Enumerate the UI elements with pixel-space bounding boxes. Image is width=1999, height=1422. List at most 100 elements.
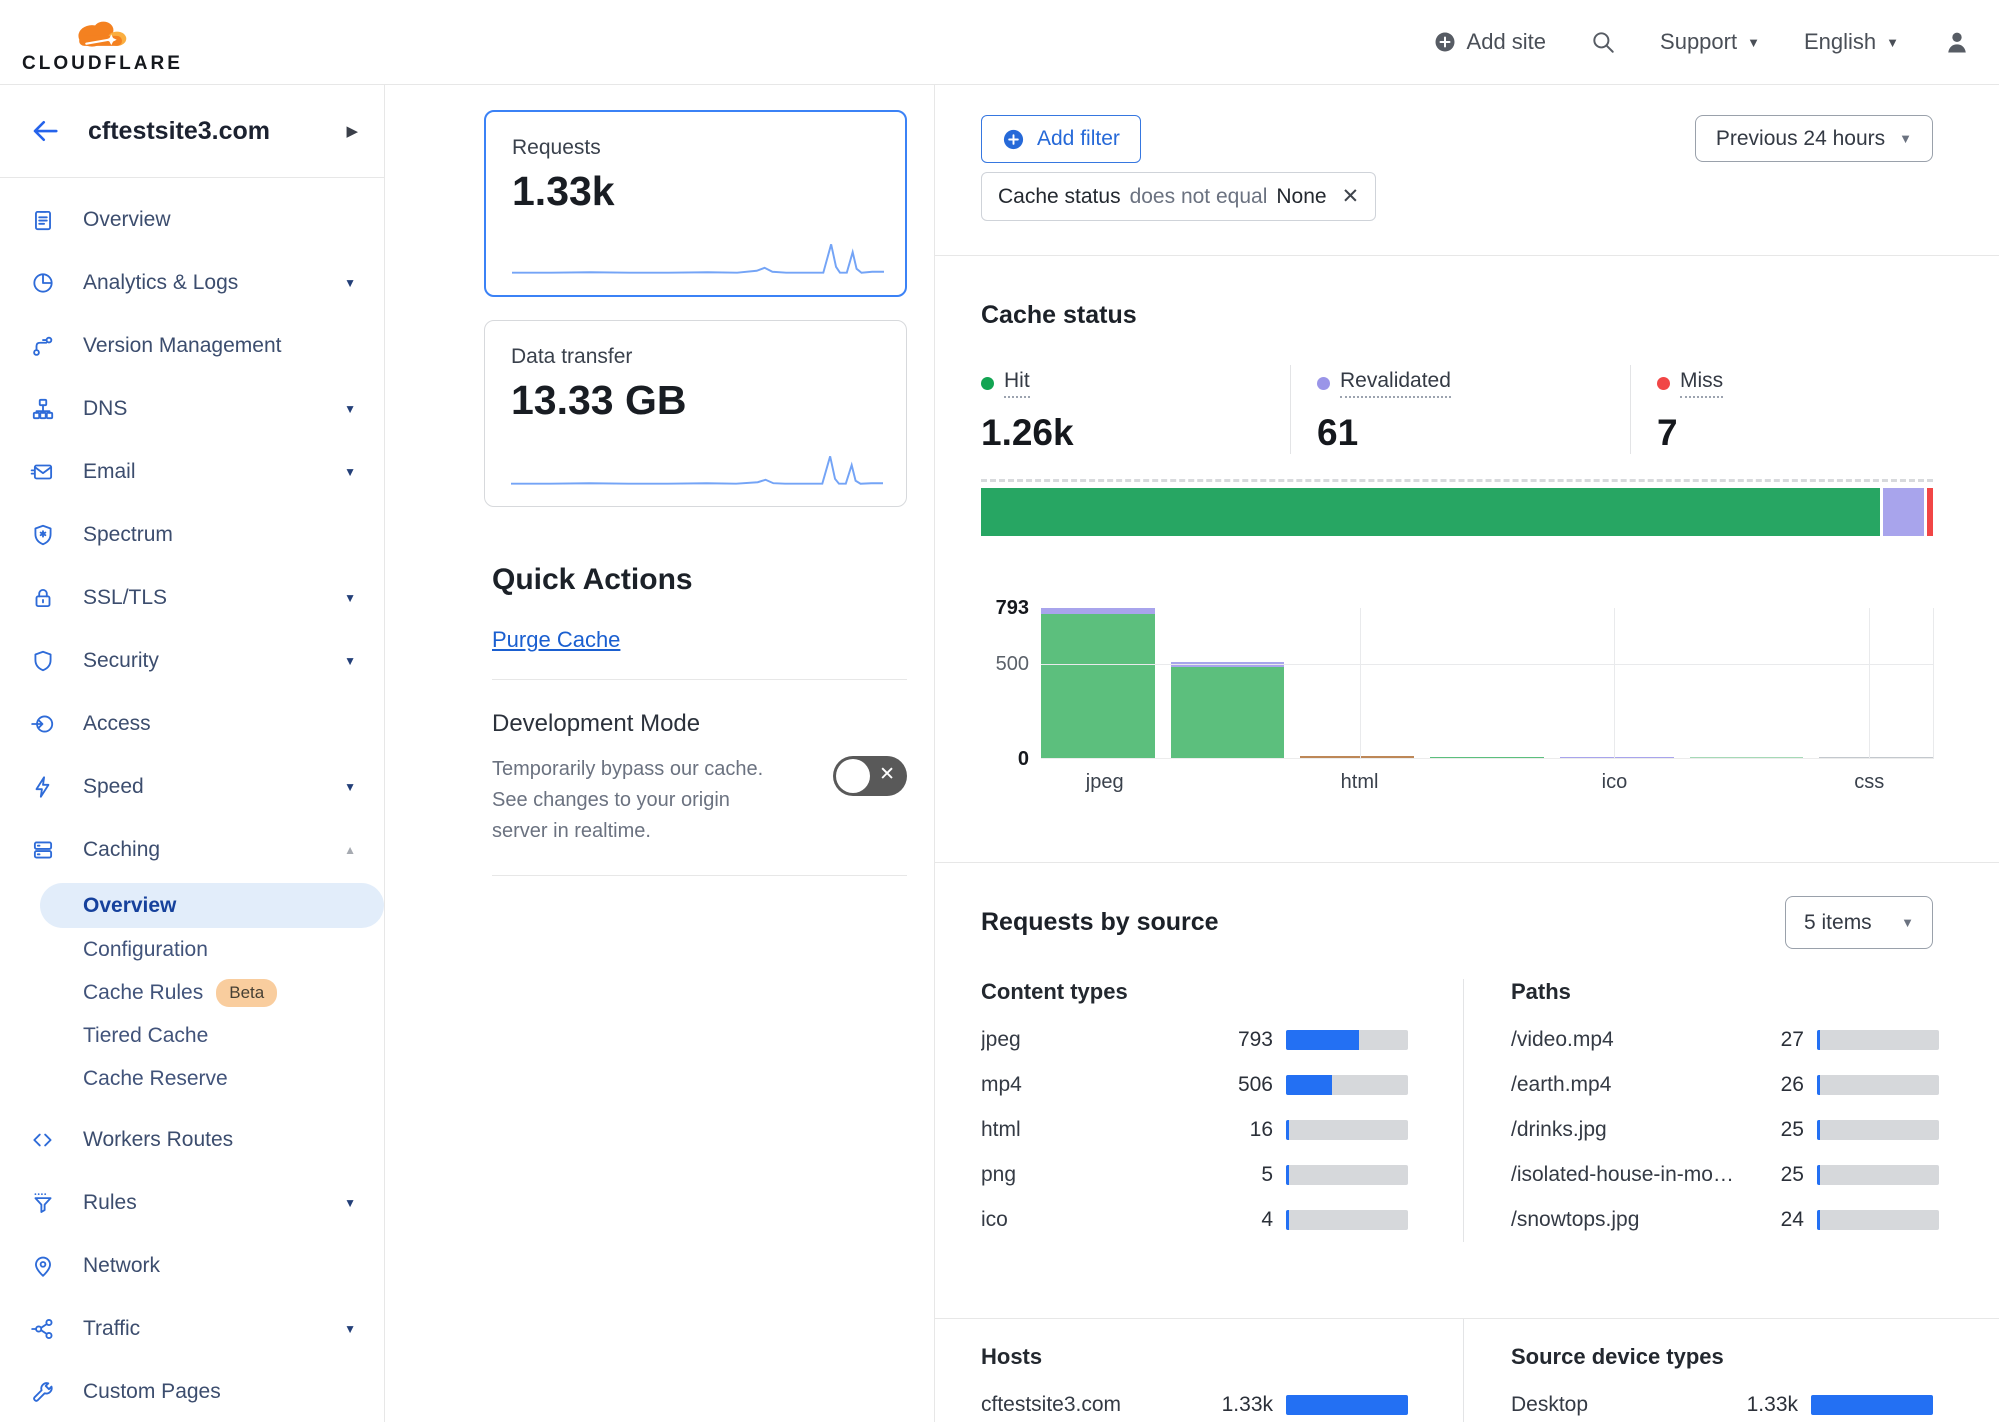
sidebar-subitem-cache-rules[interactable]: Cache Rules Beta <box>0 971 384 1014</box>
map-pin-icon <box>30 1253 56 1279</box>
chevron-down-icon: ▼ <box>344 1321 356 1336</box>
close-icon[interactable]: ✕ <box>1341 185 1360 208</box>
chevron-down-icon: ▼ <box>1899 131 1912 146</box>
row-bar-fill <box>1286 1164 1289 1185</box>
sidebar-item-rules[interactable]: Rules ▼ <box>0 1171 384 1234</box>
sidebar-item-network[interactable]: Network <box>0 1234 384 1297</box>
gridline-vertical <box>1869 608 1871 759</box>
table-row: png 5 <box>981 1152 1408 1197</box>
stat-label-hit[interactable]: Hit <box>981 369 1030 398</box>
support-menu[interactable]: Support ▼ <box>1660 29 1760 54</box>
cache-status-bar-chart: 793 500 0 jpeg html ico css <box>996 597 1934 793</box>
language-menu[interactable]: English ▼ <box>1803 29 1899 54</box>
user-menu[interactable] <box>1943 28 1971 56</box>
sidebar-item-workers-routes[interactable]: Workers Routes <box>0 1108 384 1171</box>
sidebar-item-label: Speed <box>83 774 144 798</box>
sidebar: cftestsite3.com ▶ Overview Analytics & Lo… <box>0 85 385 1422</box>
items-count-dropdown[interactable]: 5 items ▼ <box>1785 896 1933 949</box>
lock-icon <box>30 585 56 611</box>
row-bar-track <box>1816 1029 1939 1050</box>
sidebar-item-analytics-logs[interactable]: Analytics & Logs ▼ <box>0 251 384 314</box>
chart-bar-segment-miss <box>1300 756 1415 759</box>
hosts-section: Hosts cftestsite3.com 1.33k Source device … <box>935 1318 1999 1422</box>
sidebar-item-email[interactable]: Email ▼ <box>0 440 384 503</box>
stat-label-text: Revalidated <box>1340 369 1451 398</box>
chevron-right-icon[interactable]: ▶ <box>346 123 358 140</box>
cloudflare-cloud-icon <box>78 21 127 47</box>
sidebar-item-speed[interactable]: Speed ▼ <box>0 755 384 818</box>
sidebar-item-access[interactable]: Access <box>0 692 384 755</box>
sidebar-item-label: Spectrum <box>83 522 173 546</box>
sidebar-item-spectrum[interactable]: Spectrum <box>0 503 384 566</box>
stat-value-revalidated: 61 <box>1317 412 1359 453</box>
sidebar-item-version-management[interactable]: Version Management <box>0 314 384 377</box>
sidebar-item-traffic[interactable]: Traffic ▼ <box>0 1297 384 1360</box>
sidebar-item-overview[interactable]: Overview <box>0 188 384 251</box>
row-label: /isolated-house-in-mo… <box>1511 1162 1734 1186</box>
row-bar-track <box>1286 1119 1408 1140</box>
chart-bar-segment-hit <box>1041 614 1155 759</box>
y-axis-tick-label: 793 <box>995 597 1029 619</box>
chevron-down-icon: ▼ <box>344 275 356 290</box>
table-row: ico 4 <box>981 1197 1408 1242</box>
sidebar-item-dns[interactable]: DNS ▼ <box>0 377 384 440</box>
sidebar-submenu-caching: Overview Configuration Cache Rules Beta Tier… <box>0 881 384 1108</box>
sidebar-nav: Overview Analytics & Logs ▼ Version Managem… <box>0 178 384 1422</box>
pie-chart-icon <box>30 270 56 296</box>
chevron-down-icon: ▼ <box>344 590 356 605</box>
development-mode-toggle[interactable]: ✕ <box>833 756 907 796</box>
sidebar-subitem-configuration[interactable]: Configuration <box>0 928 384 971</box>
sidebar-item-label: Custom Pages <box>83 1379 221 1403</box>
sidebar-item-label: Version Management <box>83 333 282 357</box>
sidebar-item-security[interactable]: Security ▼ <box>0 629 384 692</box>
sidebar-subitem-tiered-cache[interactable]: Tiered Cache <box>0 1014 384 1057</box>
table-row: html 16 <box>981 1107 1408 1152</box>
lightning-icon <box>30 774 56 800</box>
sidebar-item-ssl-tls[interactable]: SSL/TLS ▼ <box>0 566 384 629</box>
sidebar-item-caching[interactable]: Caching ▲ <box>0 818 384 881</box>
search-button[interactable] <box>1590 29 1616 55</box>
sidebar-subitem-overview[interactable]: Overview <box>40 883 384 928</box>
cache-status-section: Cache status Hit 1.26k Revalidated 61 Miss 7 … <box>935 255 1999 862</box>
legend-dot-icon <box>981 377 994 390</box>
sidebar-item-custom-pages[interactable]: Custom Pages <box>0 1360 384 1422</box>
sidebar-subitem-label: Cache Rules <box>83 980 204 1004</box>
row-bar-track <box>1286 1029 1408 1050</box>
time-range-dropdown[interactable]: Previous 24 hours ▼ <box>1694 115 1933 162</box>
add-filter-button[interactable]: Add filter <box>981 115 1141 163</box>
back-arrow-icon[interactable] <box>30 116 60 146</box>
filter-chip[interactable]: Cache status does not equal None ✕ <box>981 172 1377 221</box>
stat-label-revalidated[interactable]: Revalidated <box>1317 369 1451 398</box>
cloudflare-logo[interactable]: CLOUDFLARE <box>22 13 183 73</box>
cache-status-title: Cache status <box>981 301 1137 329</box>
add-site-button[interactable]: Add site <box>1433 29 1546 55</box>
table-heading-source-device-types: Source device types <box>1511 1344 1724 1369</box>
table-row: /snowtops.jpg 24 <box>1511 1197 1939 1242</box>
row-label: /drinks.jpg <box>1511 1117 1607 1141</box>
sidebar-subitem-label: Configuration <box>83 937 208 961</box>
data-transfer-metric-card[interactable]: Data transfer 13.33 GB <box>484 320 907 507</box>
sidebar-subitem-cache-reserve[interactable]: Cache Reserve <box>0 1057 384 1100</box>
purge-cache-link[interactable]: Purge Cache <box>492 627 621 652</box>
search-icon <box>1593 32 1614 53</box>
row-bar-fill <box>1816 1209 1820 1230</box>
table-row: /isolated-house-in-mo… 25 <box>1511 1152 1939 1197</box>
row-value: 27 <box>1780 1027 1804 1051</box>
stat-label-miss[interactable]: Miss <box>1657 369 1724 398</box>
x-axis-line <box>1041 758 1933 759</box>
clipboard-icon <box>30 207 56 233</box>
row-bar-fill <box>1811 1394 1933 1415</box>
gridline-vertical <box>1933 608 1934 759</box>
table-row: /drinks.jpg 25 <box>1511 1107 1939 1152</box>
row-bar-track <box>1286 1394 1408 1415</box>
plus-circle-icon <box>1003 129 1024 149</box>
legend-dot-icon <box>1657 377 1670 390</box>
requests-label: Requests <box>512 136 601 159</box>
chevron-down-icon: ▼ <box>344 464 356 479</box>
table-row: /video.mp4 27 <box>1511 1017 1939 1062</box>
chevron-down-icon: ▼ <box>1901 915 1914 930</box>
sidebar-item-label: Caching <box>83 837 161 861</box>
requests-metric-card[interactable]: Requests 1.33k <box>484 110 907 297</box>
row-value: 5 <box>1261 1162 1273 1186</box>
cache-status-summary-bar <box>981 479 1933 536</box>
